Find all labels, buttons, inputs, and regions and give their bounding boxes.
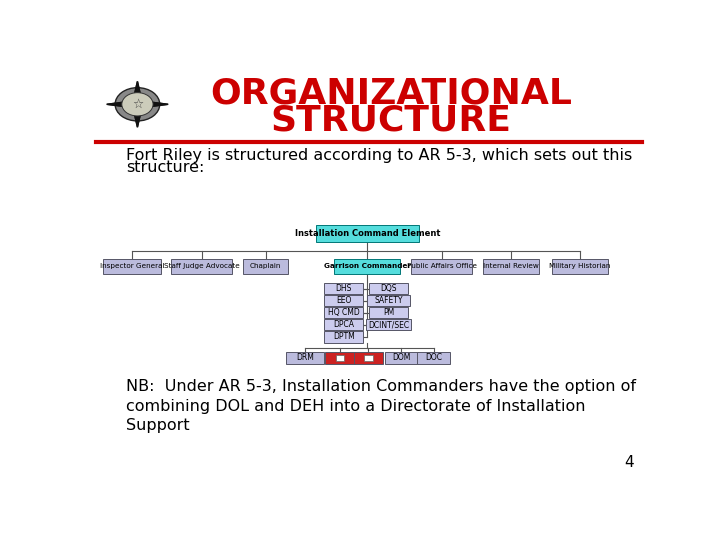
FancyBboxPatch shape bbox=[336, 355, 344, 361]
Text: EEO: EEO bbox=[336, 296, 351, 305]
Text: Internal Review: Internal Review bbox=[483, 264, 539, 269]
FancyBboxPatch shape bbox=[324, 319, 364, 330]
FancyBboxPatch shape bbox=[369, 307, 408, 319]
FancyBboxPatch shape bbox=[324, 307, 364, 319]
Text: DQS: DQS bbox=[380, 284, 397, 293]
FancyBboxPatch shape bbox=[171, 259, 233, 274]
Text: DOC: DOC bbox=[426, 354, 442, 362]
Text: Staff Judge Advocate: Staff Judge Advocate bbox=[163, 264, 240, 269]
FancyBboxPatch shape bbox=[417, 352, 451, 364]
FancyBboxPatch shape bbox=[315, 225, 419, 241]
FancyBboxPatch shape bbox=[325, 352, 355, 364]
Text: DOM: DOM bbox=[392, 354, 410, 362]
FancyBboxPatch shape bbox=[324, 282, 364, 294]
Polygon shape bbox=[107, 82, 168, 127]
Text: DPCA: DPCA bbox=[333, 320, 354, 329]
Text: HQ CMD: HQ CMD bbox=[328, 308, 360, 317]
Text: PM: PM bbox=[383, 308, 394, 317]
Text: STRUCTURE: STRUCTURE bbox=[271, 104, 512, 138]
FancyBboxPatch shape bbox=[366, 319, 411, 330]
Text: Public Affairs Office: Public Affairs Office bbox=[407, 264, 477, 269]
Circle shape bbox=[115, 87, 160, 121]
Text: ☆: ☆ bbox=[132, 98, 143, 111]
FancyBboxPatch shape bbox=[364, 355, 373, 361]
Text: Chaplain: Chaplain bbox=[250, 264, 282, 269]
Text: NB:  Under AR 5-3, Installation Commanders have the option of
combining DOL and : NB: Under AR 5-3, Installation Commander… bbox=[126, 379, 636, 433]
FancyBboxPatch shape bbox=[483, 259, 539, 274]
Text: structure:: structure: bbox=[126, 160, 204, 176]
FancyBboxPatch shape bbox=[334, 259, 400, 274]
Text: DPTM: DPTM bbox=[333, 332, 355, 341]
Text: Fort Riley is structured according to AR 5-3, which sets out this: Fort Riley is structured according to AR… bbox=[126, 148, 633, 163]
Circle shape bbox=[122, 93, 153, 116]
FancyBboxPatch shape bbox=[243, 259, 288, 274]
FancyBboxPatch shape bbox=[552, 259, 608, 274]
Text: DRM: DRM bbox=[296, 354, 314, 362]
FancyBboxPatch shape bbox=[411, 259, 472, 274]
Text: Inspector General: Inspector General bbox=[99, 264, 164, 269]
FancyBboxPatch shape bbox=[324, 295, 364, 306]
FancyBboxPatch shape bbox=[286, 352, 324, 364]
Text: SAFETY: SAFETY bbox=[374, 296, 402, 305]
Text: DCINT/SEC: DCINT/SEC bbox=[368, 320, 409, 329]
FancyBboxPatch shape bbox=[102, 259, 161, 274]
Text: ORGANIZATIONAL: ORGANIZATIONAL bbox=[210, 77, 572, 111]
Text: 4: 4 bbox=[624, 455, 634, 470]
Text: DHS: DHS bbox=[336, 284, 352, 293]
Polygon shape bbox=[107, 82, 168, 127]
FancyBboxPatch shape bbox=[324, 331, 364, 342]
FancyBboxPatch shape bbox=[384, 352, 418, 364]
Text: Installation Command Element: Installation Command Element bbox=[294, 229, 440, 238]
FancyBboxPatch shape bbox=[354, 352, 383, 364]
Text: Military Historian: Military Historian bbox=[549, 264, 611, 269]
FancyBboxPatch shape bbox=[369, 282, 408, 294]
FancyBboxPatch shape bbox=[367, 295, 410, 306]
Text: Garrison Commander: Garrison Commander bbox=[324, 264, 411, 269]
